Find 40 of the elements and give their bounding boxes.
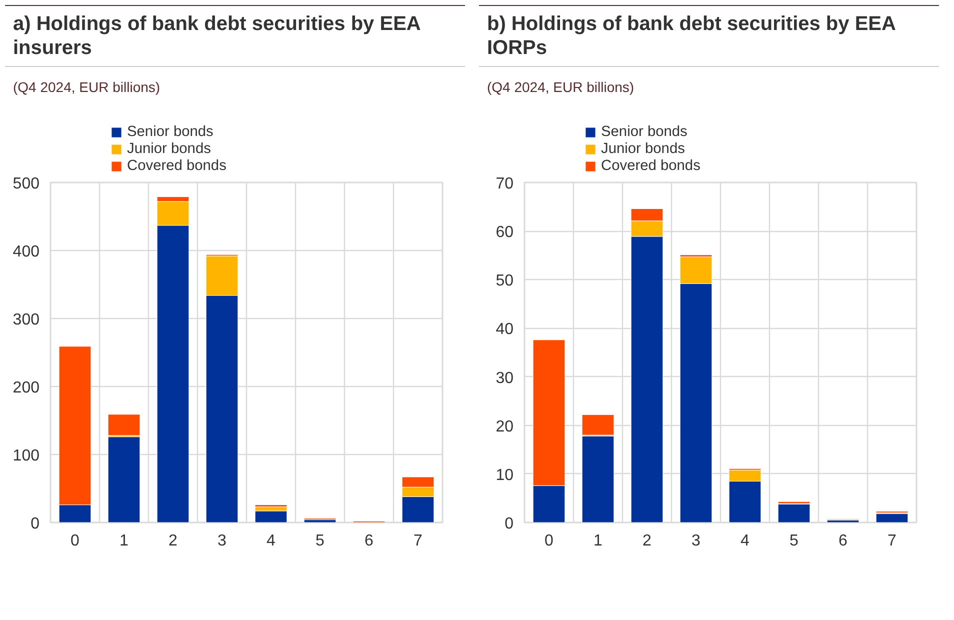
x-tick-label: 0	[544, 532, 554, 550]
chart-subtitle: (Q4 2024, EUR billions)	[13, 78, 160, 97]
x-tick-label: 6	[838, 532, 848, 550]
legend-label: Covered bonds	[127, 158, 226, 174]
x-tick-label: 7	[414, 532, 423, 550]
x-tick-label: 1	[120, 532, 129, 550]
y-tick-label: 30	[496, 370, 514, 387]
x-tick-label: 3	[218, 532, 227, 550]
x-tick-label: 0	[70, 532, 80, 550]
y-tick-label: 0	[30, 516, 40, 532]
chart-title: b) Holdings of bank debt securities by EEA IORPs	[487, 12, 896, 60]
legend-label: Junior bonds	[127, 141, 211, 157]
y-tick-label: 100	[12, 448, 40, 464]
y-tick-label: 40	[496, 321, 514, 338]
y-tick-label: 60	[496, 224, 514, 242]
y-tick-label: 10	[496, 466, 514, 484]
y-tick-label: 200	[12, 380, 40, 396]
y-tick-label: 50	[496, 272, 514, 290]
legend-label: Covered bonds	[601, 158, 700, 174]
x-tick-label: 5	[790, 532, 799, 550]
y-tick-label: 0	[504, 516, 514, 532]
y-tick-label: 70	[496, 176, 514, 192]
y-tick-label: 300	[12, 312, 40, 328]
y-tick-label: 500	[12, 176, 40, 192]
x-tick-label: 2	[168, 532, 178, 550]
legend-label: Senior bonds	[127, 124, 214, 140]
chart-title: a) Holdings of bank debt securities by EEA insurers	[13, 12, 422, 60]
chart-subtitle: (Q4 2024, EUR billions)	[487, 78, 634, 97]
x-tick-label: 7	[888, 532, 897, 550]
legend-label: Junior bonds	[601, 141, 685, 157]
x-tick-label: 4	[740, 532, 750, 550]
x-tick-label: 5	[316, 532, 325, 550]
y-tick-label: 20	[496, 418, 514, 436]
legend-label: Senior bonds	[601, 124, 688, 140]
x-tick-label: 1	[594, 532, 603, 550]
x-tick-label: 4	[266, 532, 276, 550]
x-tick-label: 6	[364, 532, 374, 550]
x-tick-label: 2	[642, 532, 652, 550]
y-tick-label: 400	[12, 244, 40, 260]
x-tick-label: 3	[692, 532, 701, 550]
